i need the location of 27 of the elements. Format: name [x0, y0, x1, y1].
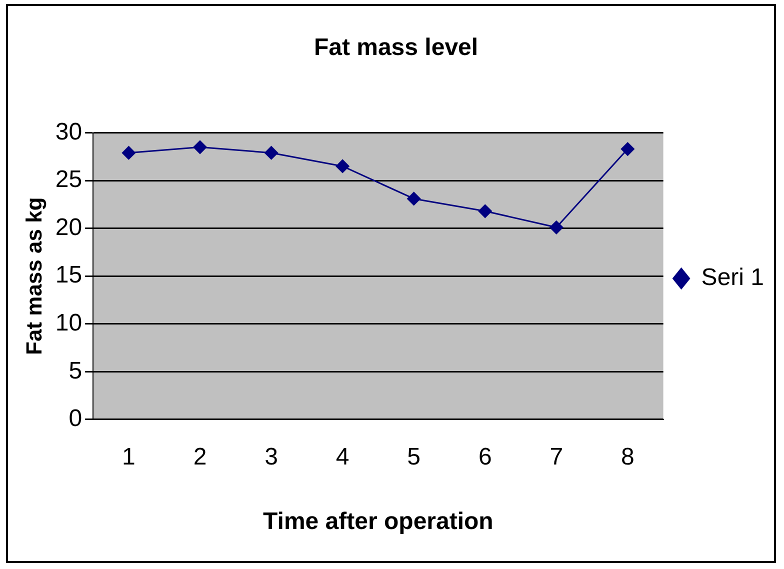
point	[336, 159, 350, 173]
point	[264, 146, 278, 160]
y-axis-title: Fat mass as kg	[21, 197, 46, 355]
point	[122, 146, 136, 160]
x-axis-title: Time after operation	[263, 508, 494, 536]
chart-title: Fat mass level	[314, 34, 478, 62]
point	[550, 220, 564, 234]
x-tick-label: 8	[620, 443, 634, 470]
x-tick-label: 4	[336, 443, 350, 470]
point	[478, 204, 492, 218]
y-tick-label: 5	[68, 357, 82, 384]
x-tick-label: 7	[550, 443, 564, 470]
point	[407, 192, 421, 206]
point	[193, 140, 207, 154]
x-tick-label: 1	[122, 443, 136, 470]
x-tick-label: 2	[193, 443, 207, 470]
y-tick-label: 0	[68, 405, 82, 432]
x-tick-label: 3	[264, 443, 278, 470]
x-tick-label: 6	[478, 443, 492, 470]
y-tick-label: 10	[55, 309, 82, 336]
y-tick-label: 15	[55, 262, 82, 289]
y-tick-label: 25	[55, 166, 82, 194]
x-tick-label: 5	[407, 443, 421, 470]
legend-label: Seri 1	[701, 264, 764, 292]
y-tick-label: 30	[55, 118, 82, 146]
y-tick-label: 20	[55, 214, 82, 241]
point	[620, 142, 634, 156]
